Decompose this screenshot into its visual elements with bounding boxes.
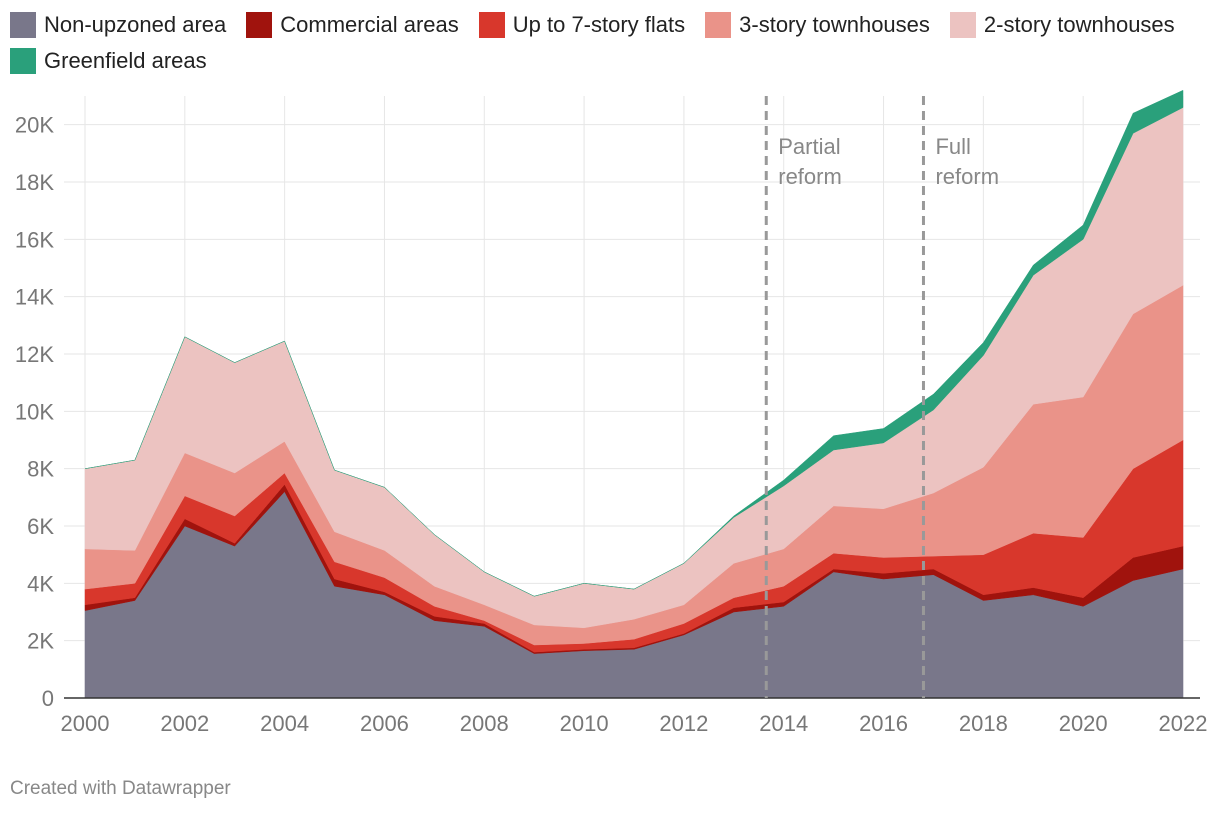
y-tick-label: 2K bbox=[27, 629, 54, 654]
y-tick-label: 0 bbox=[42, 686, 54, 711]
legend-swatch bbox=[246, 12, 273, 38]
legend-swatch bbox=[705, 12, 732, 38]
legend-label: Commercial areas bbox=[280, 12, 459, 37]
x-tick-label: 2012 bbox=[659, 711, 708, 736]
legend-swatch bbox=[478, 12, 505, 38]
legend: Non-upzoned area Commercial areas Up to … bbox=[10, 8, 1210, 78]
legend-label: Up to 7-story flats bbox=[512, 12, 686, 37]
x-tick-label: 2008 bbox=[460, 711, 509, 736]
y-tick-label: 10K bbox=[15, 399, 54, 424]
x-tick-label: 2014 bbox=[759, 711, 808, 736]
y-tick-label: 14K bbox=[15, 285, 54, 310]
reform-label: reform bbox=[935, 164, 999, 189]
legend-label: 3-story townhouses bbox=[739, 12, 930, 37]
y-tick-label: 12K bbox=[15, 342, 54, 367]
annotation-layer: Partial reform Full reform bbox=[764, 96, 999, 698]
legend-item-3-story: 3-story townhouses bbox=[705, 8, 930, 42]
legend-label: 2-story townhouses bbox=[983, 12, 1175, 37]
x-tick-label: 2004 bbox=[260, 711, 309, 736]
x-tick-label: 2022 bbox=[1159, 711, 1208, 736]
legend-item-flats: Up to 7-story flats bbox=[478, 8, 686, 42]
legend-item-non-upzoned: Non-upzoned area bbox=[10, 8, 226, 42]
y-tick-label: 4K bbox=[27, 571, 54, 596]
y-tick-label: 16K bbox=[15, 227, 54, 252]
reform-label: reform bbox=[778, 164, 842, 189]
x-tick-label: 2018 bbox=[959, 711, 1008, 736]
area-layer bbox=[84, 89, 1184, 699]
area-greenfield-areas bbox=[84, 89, 1184, 597]
legend-swatch bbox=[10, 12, 36, 38]
x-tick-label: 2016 bbox=[859, 711, 908, 736]
axis-layer: 0 2K 4K 6K 8K 10K 12K 14K 16K 18K 20K 2000 2002 2004 2… bbox=[15, 113, 1208, 736]
y-tick-label: 8K bbox=[27, 457, 54, 482]
x-tick-label: 2020 bbox=[1059, 711, 1108, 736]
y-tick-label: 6K bbox=[27, 514, 54, 539]
legend-item-commercial: Commercial areas bbox=[246, 8, 459, 42]
x-tick-label: 2006 bbox=[360, 711, 409, 736]
x-tick-label: 2002 bbox=[160, 711, 209, 736]
y-tick-label: 18K bbox=[15, 170, 54, 195]
reform-label: Partial bbox=[778, 134, 840, 159]
legend-item-2-story: 2-story townhouses bbox=[949, 8, 1175, 42]
legend-label: Greenfield areas bbox=[44, 48, 207, 73]
x-tick-label: 2000 bbox=[61, 711, 110, 736]
reform-label: Full bbox=[935, 134, 970, 159]
legend-swatch bbox=[10, 48, 36, 74]
legend-label: Non-upzoned area bbox=[44, 12, 227, 37]
x-tick-label: 2010 bbox=[560, 711, 609, 736]
legend-swatch bbox=[949, 12, 976, 38]
y-tick-label: 20K bbox=[15, 113, 54, 138]
legend-item-greenfield: Greenfield areas bbox=[10, 44, 207, 78]
footer-credit: Created with Datawrapper bbox=[10, 778, 231, 799]
